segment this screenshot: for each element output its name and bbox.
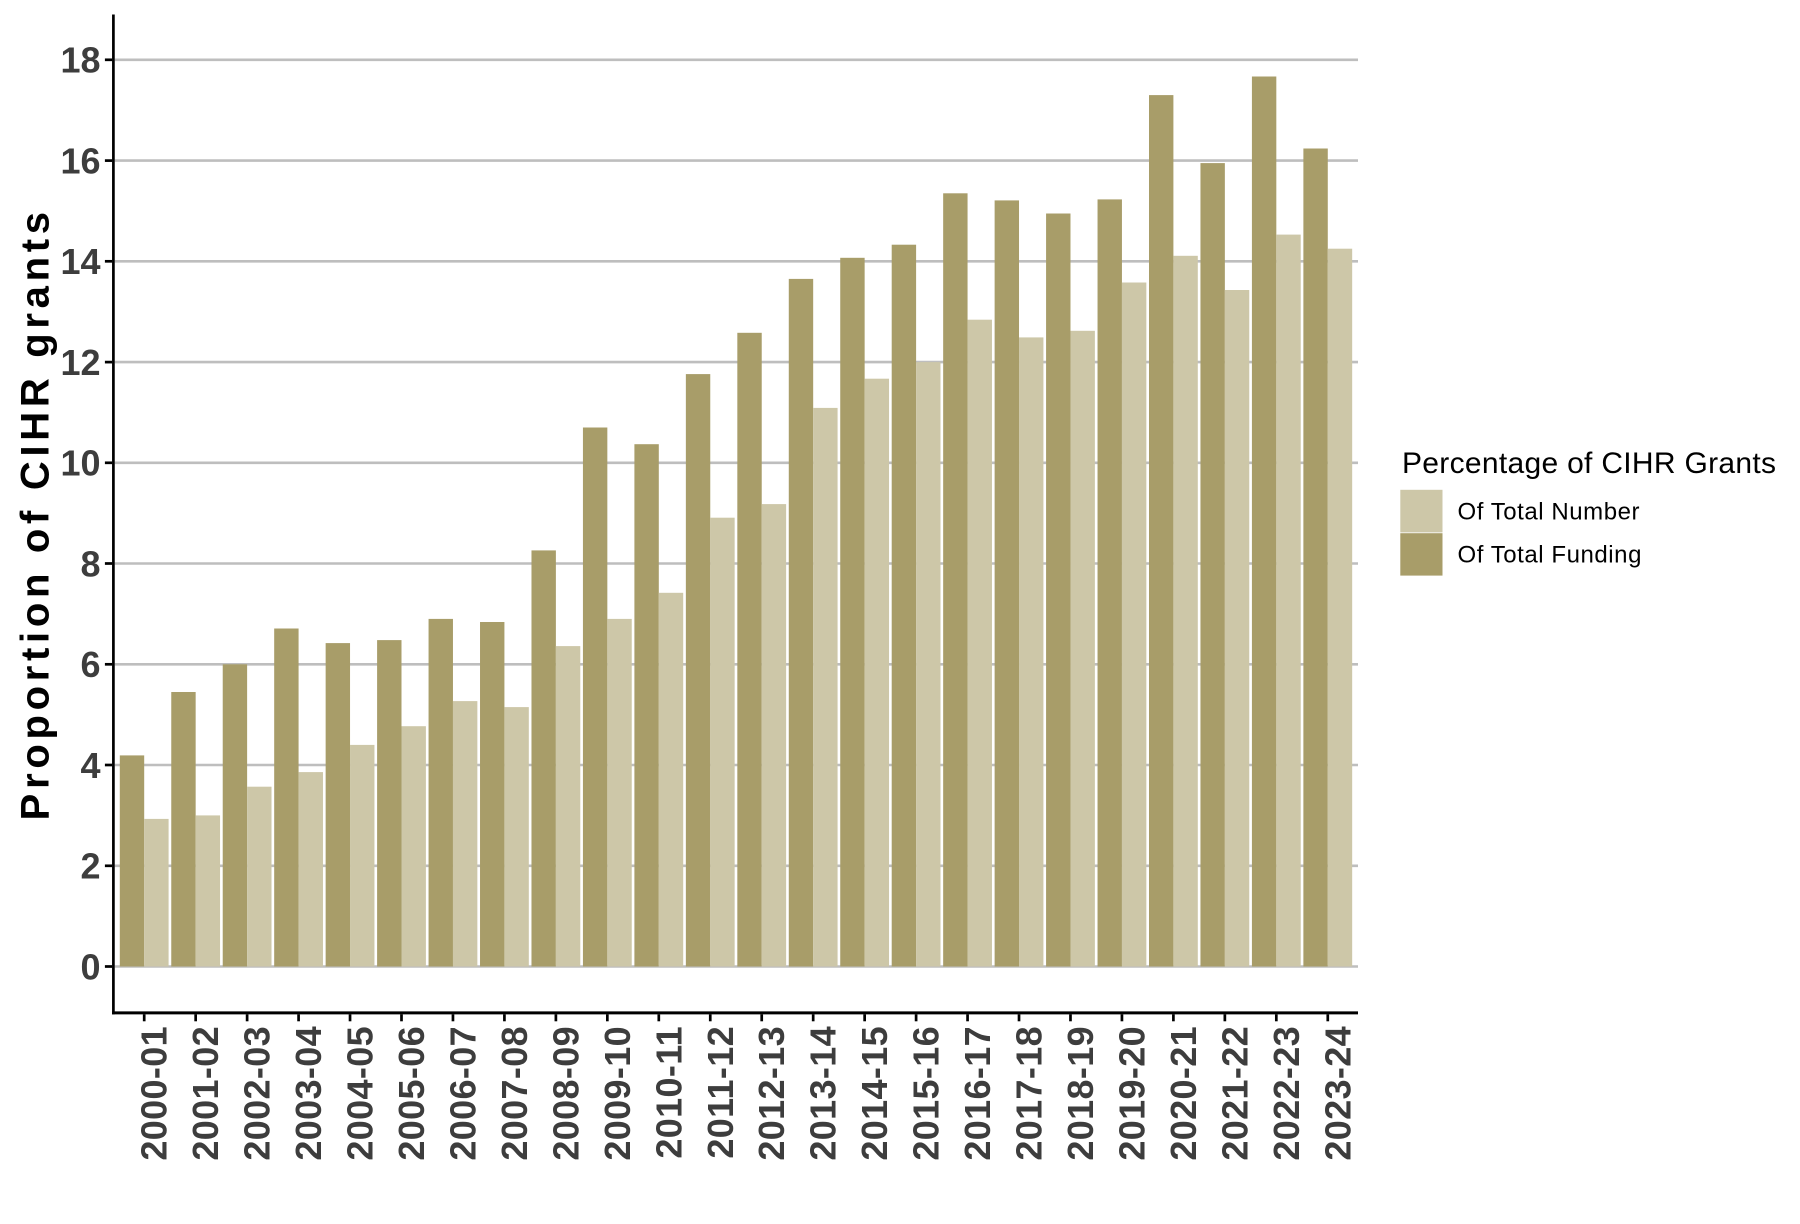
- svg-text:Percentage of CIHR Grants: Percentage of CIHR Grants: [1402, 447, 1776, 480]
- svg-text:2022-23: 2022-23: [1266, 1026, 1307, 1161]
- svg-text:2019-20: 2019-20: [1111, 1026, 1152, 1161]
- svg-text:Of Total Funding: Of Total Funding: [1458, 542, 1642, 569]
- svg-text:2013-14: 2013-14: [803, 1026, 844, 1161]
- svg-text:12: 12: [60, 342, 100, 383]
- svg-text:Of Total Number: Of Total Number: [1458, 498, 1641, 525]
- svg-text:2014-15: 2014-15: [854, 1026, 895, 1161]
- svg-text:2020-21: 2020-21: [1163, 1026, 1204, 1161]
- svg-text:2000-01: 2000-01: [134, 1026, 175, 1161]
- svg-text:2010-11: 2010-11: [648, 1026, 689, 1159]
- svg-text:2008-09: 2008-09: [545, 1026, 586, 1161]
- svg-text:2004-05: 2004-05: [340, 1026, 381, 1161]
- svg-text:2018-19: 2018-19: [1060, 1026, 1101, 1161]
- svg-text:2011-12: 2011-12: [700, 1026, 741, 1159]
- svg-text:2016-17: 2016-17: [957, 1026, 998, 1161]
- svg-text:2001-02: 2001-02: [185, 1026, 226, 1161]
- svg-text:2006-07: 2006-07: [442, 1026, 483, 1161]
- svg-text:2009-10: 2009-10: [597, 1026, 638, 1161]
- svg-text:2: 2: [80, 846, 100, 887]
- svg-text:14: 14: [60, 241, 100, 282]
- svg-text:2005-06: 2005-06: [391, 1026, 432, 1161]
- svg-text:10: 10: [60, 443, 100, 484]
- svg-text:18: 18: [60, 40, 100, 81]
- svg-text:Proportion of CIHR grants: Proportion of CIHR grants: [14, 207, 58, 820]
- svg-text:2023-24: 2023-24: [1317, 1026, 1358, 1161]
- svg-text:2017-18: 2017-18: [1009, 1026, 1050, 1161]
- svg-text:4: 4: [80, 745, 100, 786]
- svg-text:2003-04: 2003-04: [288, 1026, 329, 1161]
- svg-text:16: 16: [60, 140, 100, 181]
- svg-text:2007-08: 2007-08: [494, 1026, 535, 1161]
- svg-text:2002-03: 2002-03: [237, 1026, 278, 1161]
- svg-text:2012-13: 2012-13: [751, 1026, 792, 1161]
- svg-text:8: 8: [80, 543, 100, 584]
- svg-text:2021-22: 2021-22: [1214, 1026, 1255, 1161]
- svg-text:2015-16: 2015-16: [906, 1026, 947, 1161]
- svg-text:0: 0: [80, 946, 100, 987]
- svg-text:6: 6: [80, 644, 100, 685]
